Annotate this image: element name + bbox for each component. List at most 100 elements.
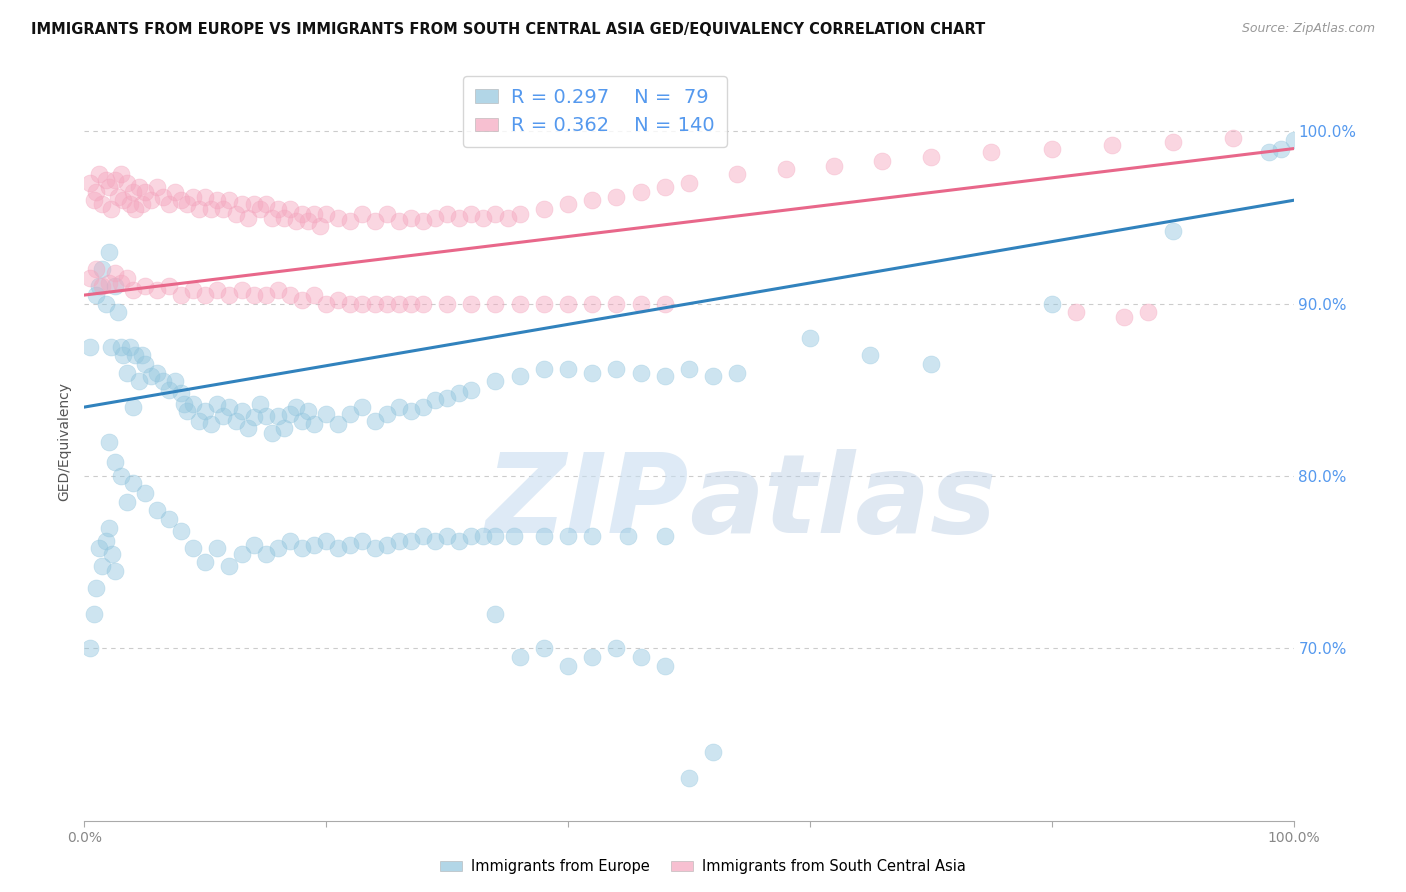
Point	[112, 348, 135, 362]
Point	[91, 262, 114, 277]
Point	[297, 403, 319, 417]
Point	[352, 534, 374, 549]
Point	[134, 279, 156, 293]
Point	[1282, 133, 1305, 147]
Text: atlas: atlas	[689, 449, 997, 556]
Point	[231, 547, 253, 561]
Point	[207, 194, 229, 208]
Point	[87, 541, 110, 556]
Point	[678, 362, 700, 376]
Point	[1064, 305, 1087, 319]
Point	[107, 305, 129, 319]
Point	[581, 366, 603, 380]
Point	[94, 534, 117, 549]
Point	[152, 190, 174, 204]
Point	[630, 185, 652, 199]
Point	[79, 270, 101, 285]
Point	[339, 214, 361, 228]
Point	[200, 202, 222, 216]
Point	[104, 564, 127, 578]
Point	[218, 288, 240, 302]
Point	[97, 245, 120, 260]
Point	[654, 529, 676, 543]
Point	[170, 288, 193, 302]
Point	[630, 649, 652, 664]
Point	[533, 362, 555, 376]
Point	[581, 296, 603, 310]
Point	[399, 534, 422, 549]
Point	[194, 288, 217, 302]
Point	[260, 211, 283, 225]
Point	[254, 547, 277, 561]
Point	[423, 211, 446, 225]
Point	[188, 202, 211, 216]
Point	[170, 386, 193, 401]
Point	[83, 194, 105, 208]
Point	[100, 202, 122, 216]
Point	[267, 541, 290, 556]
Point	[533, 296, 555, 310]
Point	[702, 745, 724, 759]
Point	[87, 279, 110, 293]
Point	[134, 486, 156, 500]
Point	[100, 340, 122, 354]
Point	[97, 434, 120, 449]
Point	[124, 202, 146, 216]
Point	[309, 219, 332, 234]
Point	[484, 296, 506, 310]
Point	[399, 211, 422, 225]
Point	[533, 529, 555, 543]
Point	[236, 421, 259, 435]
Point	[581, 529, 603, 543]
Point	[94, 296, 117, 310]
Point	[254, 196, 277, 211]
Point	[449, 534, 471, 549]
Point	[363, 214, 385, 228]
Point	[131, 348, 153, 362]
Point	[302, 538, 325, 552]
Point	[157, 383, 180, 397]
Point	[557, 658, 579, 673]
Point	[188, 414, 211, 428]
Point	[775, 162, 797, 177]
Point	[533, 202, 555, 216]
Point	[605, 362, 627, 376]
Point	[249, 397, 271, 411]
Point	[181, 541, 204, 556]
Point	[328, 417, 350, 432]
Point	[605, 296, 627, 310]
Point	[460, 296, 482, 310]
Point	[79, 340, 101, 354]
Point	[328, 541, 350, 556]
Point	[502, 529, 524, 543]
Point	[412, 214, 434, 228]
Point	[678, 771, 700, 785]
Point	[207, 283, 229, 297]
Point	[315, 207, 337, 221]
Point	[339, 538, 361, 552]
Point	[630, 296, 652, 310]
Point	[533, 641, 555, 656]
Point	[91, 279, 114, 293]
Point	[152, 374, 174, 388]
Point	[484, 529, 506, 543]
Point	[859, 348, 882, 362]
Point	[328, 211, 350, 225]
Point	[273, 421, 295, 435]
Text: IMMIGRANTS FROM EUROPE VS IMMIGRANTS FROM SOUTH CENTRAL ASIA GED/EQUIVALENCY COR: IMMIGRANTS FROM EUROPE VS IMMIGRANTS FRO…	[31, 22, 986, 37]
Point	[83, 607, 105, 621]
Point	[581, 194, 603, 208]
Point	[363, 541, 385, 556]
Point	[104, 266, 127, 280]
Point	[110, 276, 132, 290]
Point	[134, 357, 156, 371]
Point	[231, 196, 253, 211]
Point	[170, 524, 193, 538]
Point	[496, 211, 519, 225]
Point	[115, 366, 138, 380]
Point	[165, 185, 187, 199]
Point	[654, 369, 676, 384]
Point	[654, 179, 676, 194]
Point	[557, 196, 579, 211]
Point	[121, 185, 143, 199]
